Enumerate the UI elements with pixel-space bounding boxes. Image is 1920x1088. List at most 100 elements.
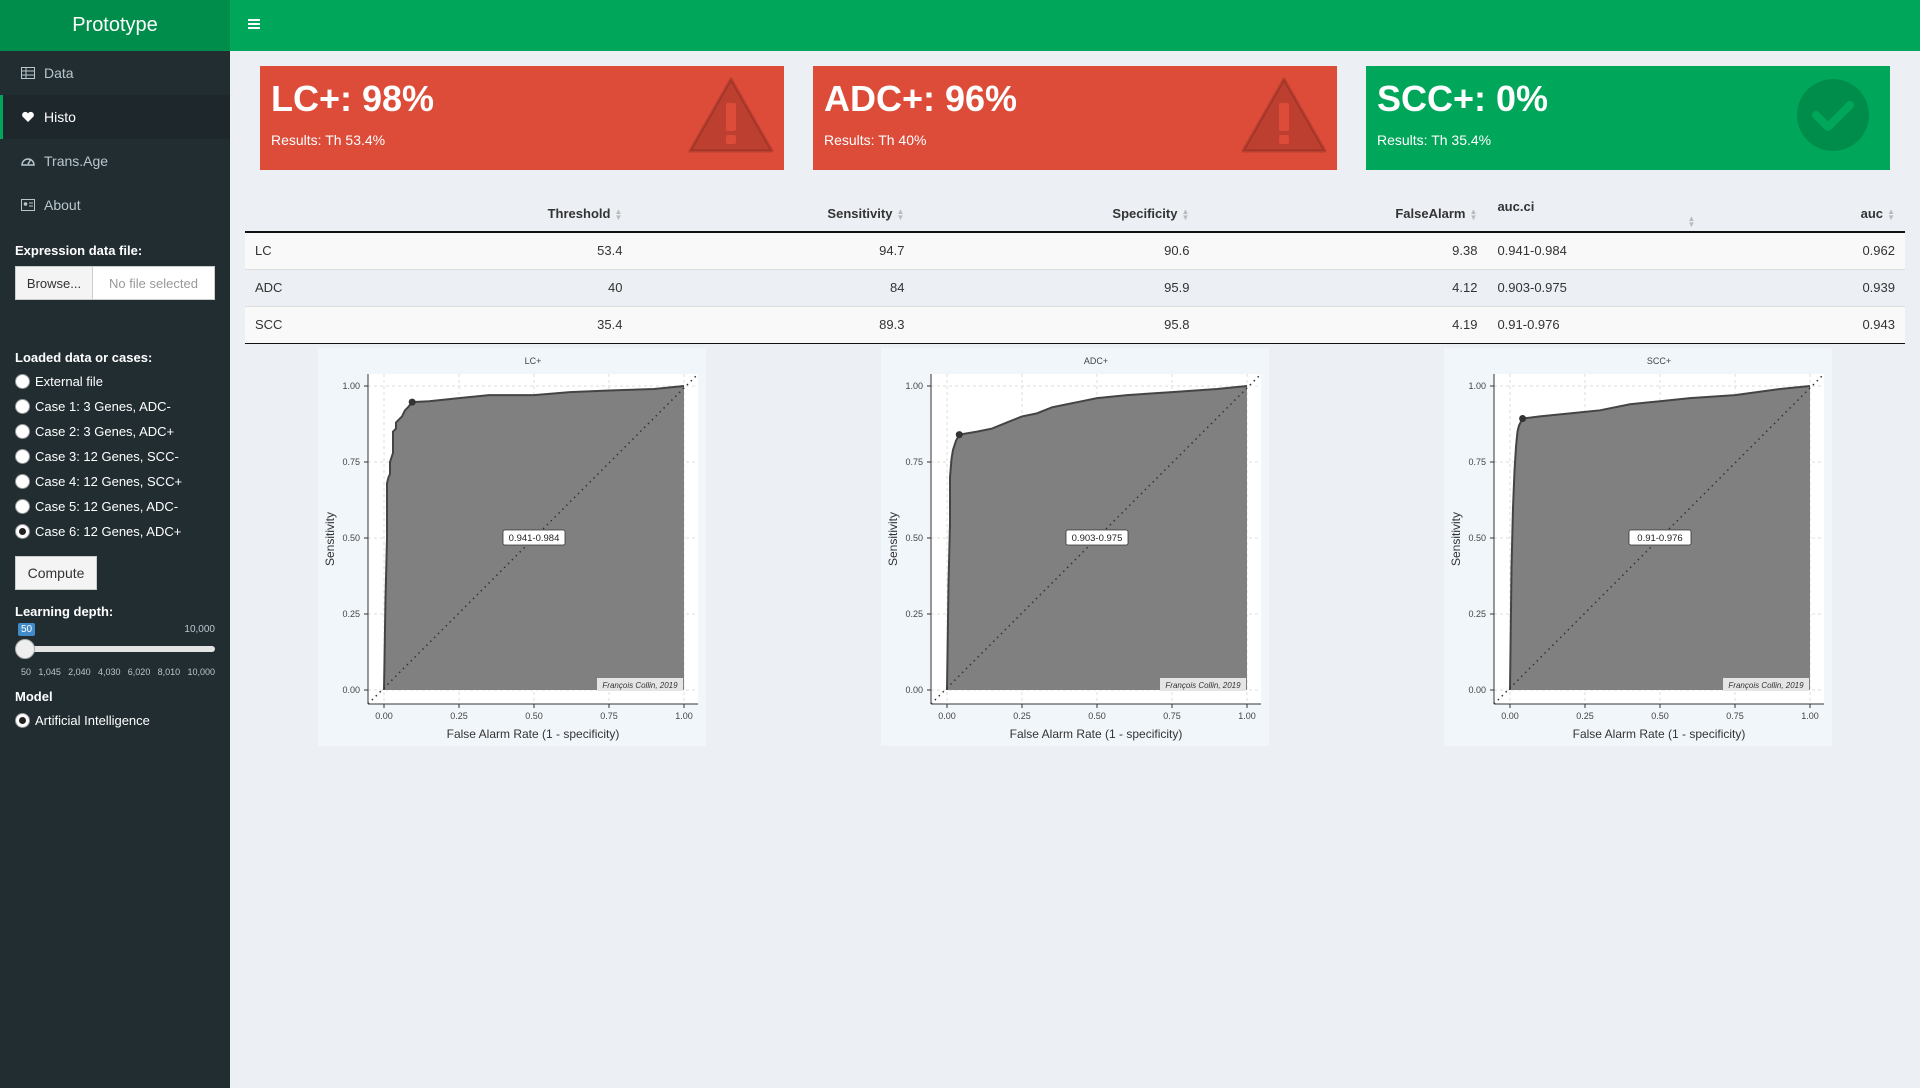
table-cell: 0.962 (1717, 232, 1905, 270)
header-label: Specificity (1112, 206, 1178, 221)
y-tick-label: 0.25 (905, 609, 923, 619)
value-box-value: ADC+: 96% (824, 78, 1018, 119)
slider-tick-label: 2,040 (68, 667, 91, 677)
slider-value-label: 50 (18, 623, 36, 636)
y-tick-label: 0.00 (342, 685, 360, 695)
sidebar-item-label: Trans.Age (44, 153, 109, 169)
diagonal-reference (930, 373, 1262, 705)
app-logo[interactable]: Prototype (0, 0, 230, 51)
table-header-specificity[interactable]: Specificity ▲ ▼ (914, 196, 1200, 233)
x-tick-label: 0.00 (375, 711, 393, 721)
radio-button[interactable] (15, 374, 30, 389)
slider-track[interactable] (25, 646, 215, 652)
table-cell: 0.941-0.984 (1487, 232, 1718, 270)
learning-depth-label: Learning depth: (15, 604, 114, 619)
slider-handle[interactable] (15, 639, 35, 659)
table-header-auc[interactable]: auc ▲ ▼ (1717, 196, 1905, 233)
x-tick-label: 0.25 (1013, 711, 1031, 721)
table-cell: 53.4 (292, 232, 633, 270)
case-option-6[interactable]: Case 6: 12 Genes, ADC+ (0, 519, 230, 544)
y-tick-label: 0.75 (342, 457, 360, 467)
slider-tick-label: 8,010 (157, 667, 181, 677)
learning-depth-slider[interactable]: 50 10,000 50 1,045 2,040 4,030 6,020 8,0… (15, 623, 215, 683)
top-navbar (230, 0, 1920, 51)
sort-icon[interactable]: ▲ ▼ (896, 206, 905, 222)
sidebar-item-data[interactable]: Data (0, 51, 230, 95)
radio-button[interactable] (15, 499, 30, 514)
x-tick-label: 0.75 (1726, 711, 1744, 721)
case-option-label: External file (35, 374, 103, 389)
value-box-adc: ADC+: 96% Results: Th 40% (813, 66, 1337, 170)
sort-icon[interactable]: ▲ ▼ (1469, 206, 1478, 222)
browse-button[interactable]: Browse... (15, 266, 93, 300)
table-cell: 35.4 (292, 306, 633, 344)
sidebar: Prototype Data Histo Trans.Age About Exp… (0, 0, 230, 1088)
credit-label: François Collin, 2019 (1165, 681, 1241, 690)
roc-curve (383, 385, 685, 691)
y-tick-label: 0.25 (1468, 609, 1486, 619)
radio-button[interactable] (15, 474, 30, 489)
chart-title: ADC+ (1084, 356, 1108, 366)
header-label: auc (1860, 206, 1883, 221)
table-row[interactable]: LC 53.4 94.7 90.6 9.38 0.941-0.984 0.962 (245, 232, 1905, 270)
radio-button[interactable] (15, 399, 30, 414)
sidebar-item-trans-age[interactable]: Trans.Age (0, 139, 230, 183)
case-option-1[interactable]: Case 1: 3 Genes, ADC- (0, 394, 230, 419)
table-header-rowname[interactable] (245, 196, 293, 233)
table-header-sensitivity[interactable]: Sensitivity ▲ ▼ (632, 196, 915, 233)
case-option-5[interactable]: Case 5: 12 Genes, ADC- (0, 494, 230, 519)
sort-icon[interactable]: ▲ ▼ (1887, 206, 1895, 222)
diagonal-reference (367, 373, 699, 705)
roc-chart: 0.00 0.00 0.25 0.25 0.50 0.50 0.75 0.75 1.00 1.00… (1449, 356, 1825, 741)
sidebar-item-histo[interactable]: Histo (0, 95, 230, 139)
slider-max-label: 10,000 (184, 624, 215, 635)
warning-icon (1241, 77, 1327, 153)
chart-title: SCC+ (1647, 356, 1671, 366)
x-axis-label: False Alarm Rate (1 - specificity) (447, 727, 620, 741)
auc-ci-label-box (1628, 529, 1692, 546)
case-option-external[interactable]: External file (0, 369, 230, 394)
sidebar-item-label: About (44, 197, 81, 213)
case-option-label: Case 5: 12 Genes, ADC- (35, 499, 179, 514)
value-box-value: LC+: 98% (271, 78, 435, 119)
case-option-2[interactable]: Case 2: 3 Genes, ADC+ (0, 419, 230, 444)
chart-title: LC+ (525, 356, 542, 366)
file-name-field[interactable]: No file selected (93, 266, 215, 300)
radio-button-selected[interactable] (15, 524, 30, 539)
table-header-row: Threshold ▲ ▼ Sensitivity ▲ ▼ Specificity ▲ ▼ … (245, 196, 1905, 233)
radio-button[interactable] (15, 424, 30, 439)
roc-plot-scc: 0.00 0.00 0.25 0.25 0.50 0.50 0.75 0.75 1.00 1.00… (1444, 348, 1832, 746)
radio-button[interactable] (15, 449, 30, 464)
y-tick-label: 0.75 (905, 457, 923, 467)
case-option-4[interactable]: Case 4: 12 Genes, SCC+ (0, 469, 230, 494)
table-cell: 89.3 (632, 306, 915, 344)
table-cell: 95.9 (914, 269, 1200, 307)
hamburger-menu-icon[interactable] (246, 16, 264, 34)
table-header-falsealarm[interactable]: FalseAlarm ▲ ▼ (1199, 196, 1488, 233)
sort-icon[interactable]: ▲ ▼ (614, 206, 623, 222)
table-cell: 4.19 (1199, 306, 1488, 344)
y-axis-label: Sensitivity (323, 512, 337, 566)
model-option-ai[interactable]: Artificial Intelligence (0, 708, 230, 733)
table-header-threshold[interactable]: Threshold ▲ ▼ (292, 196, 633, 233)
x-tick-label: 1.00 (675, 711, 693, 721)
case-option-3[interactable]: Case 3: 12 Genes, SCC- (0, 444, 230, 469)
x-tick-label: 0.00 (1501, 711, 1519, 721)
compute-button[interactable]: Compute (15, 556, 97, 590)
table-row[interactable]: ADC 40 84 95.9 4.12 0.903-0.975 0.939 (245, 269, 1905, 307)
table-header-auc-ci[interactable]: auc.ci ▲ ▼ (1487, 196, 1718, 233)
table-icon (21, 67, 35, 79)
sort-icon[interactable]: ▲ ▼ (1687, 214, 1696, 230)
table-cell: 84 (632, 269, 915, 307)
table-row[interactable]: SCC 35.4 89.3 95.8 4.19 0.91-0.976 0.943 (245, 306, 1905, 344)
sort-icon[interactable]: ▲ ▼ (1181, 206, 1190, 222)
table-cell: 0.903-0.975 (1487, 269, 1718, 307)
y-tick-label: 0.50 (905, 533, 923, 543)
threshold-point (408, 398, 416, 406)
header-label: Threshold (547, 206, 611, 221)
table-cell: 0.943 (1717, 306, 1905, 344)
threshold-point (955, 431, 963, 439)
sidebar-item-about[interactable]: About (0, 183, 230, 227)
radio-button-selected[interactable] (15, 713, 30, 728)
y-tick-label: 0.50 (1468, 533, 1486, 543)
